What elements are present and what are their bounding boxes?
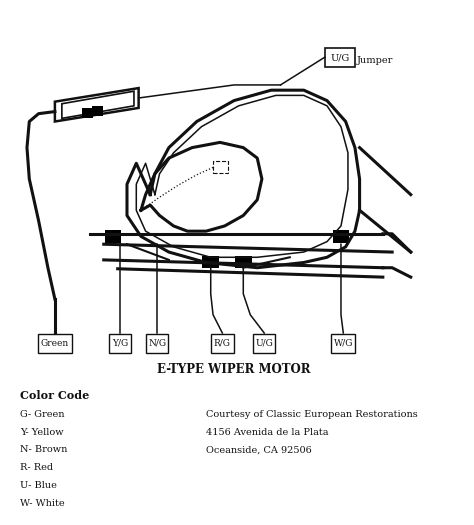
Text: G- Green: G- Green [20,410,64,419]
Bar [253,334,275,353]
Text: E-TYPE WIPER MOTOR: E-TYPE WIPER MOTOR [157,363,311,376]
Bar [146,334,168,353]
Bar [235,256,252,268]
Text: N- Brown: N- Brown [20,445,67,454]
Text: R- Red: R- Red [20,463,53,472]
Bar [38,334,72,353]
Bar [211,334,234,353]
Text: Courtesy of Classic European Restorations: Courtesy of Classic European Restoration… [206,410,418,419]
Bar [109,334,131,353]
Text: U/G: U/G [255,339,273,348]
Bar [213,161,228,173]
Text: W/G: W/G [334,339,353,348]
Bar [82,108,93,119]
Text: Y/G: Y/G [112,339,128,348]
Bar [202,256,219,268]
Text: U- Blue: U- Blue [20,481,57,490]
Text: W- White: W- White [20,499,64,508]
Bar [105,230,121,243]
Bar [325,48,355,67]
Text: 4156 Avenida de la Plata: 4156 Avenida de la Plata [206,427,328,436]
Text: Color Code: Color Code [20,391,89,402]
Bar [92,106,103,116]
Text: R/G: R/G [214,339,231,348]
Text: Green: Green [41,339,69,348]
Text: Y- Yellow: Y- Yellow [20,427,64,436]
Text: Oceanside, CA 92506: Oceanside, CA 92506 [206,445,312,454]
Text: N/G: N/G [148,339,166,348]
Bar [331,334,356,353]
Text: Jumper: Jumper [357,56,393,65]
Bar [333,230,349,243]
Text: U/G: U/G [330,53,349,62]
